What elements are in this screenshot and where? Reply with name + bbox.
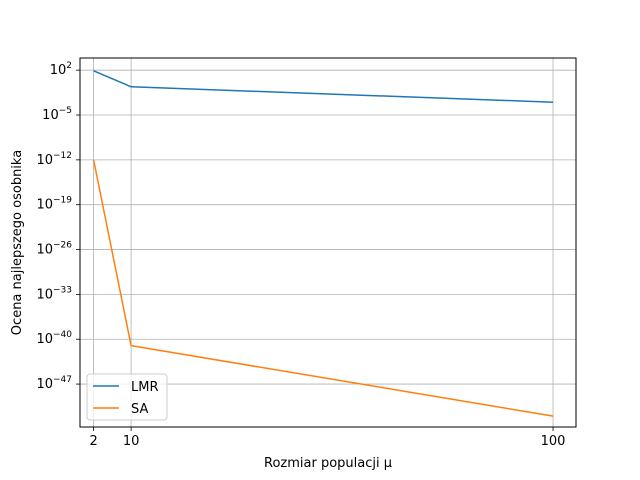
y-axis-ticks: 102 10−5 10−12 10−19 10−26 10−33 10−40 10−47	[36, 61, 80, 392]
x-axis-ticks: 2 10 100	[89, 427, 565, 449]
y-tick-label: 102	[50, 61, 72, 78]
series-layer	[92, 70, 554, 417]
plot-frame	[79, 57, 577, 428]
grid-lines	[80, 58, 576, 427]
y-tick-label: 10−47	[36, 375, 72, 392]
y-tick-label: 10−40	[36, 330, 72, 347]
x-axis-label: Rozmiar populacji μ	[264, 456, 392, 471]
x-tick-label: 10	[123, 434, 140, 449]
legend-label-sa: SA	[131, 402, 148, 417]
y-tick-label: 10−5	[42, 106, 72, 123]
y-tick-label: 10−12	[36, 151, 72, 168]
y-tick-label: 10−26	[36, 241, 72, 258]
y-axis-label: Ocena najlepszego osobnika	[10, 150, 25, 335]
x-tick-label: 100	[541, 434, 566, 449]
y-tick-label: 10−19	[36, 196, 72, 213]
y-tick-label: 10−33	[36, 285, 72, 302]
series-line-sa	[92, 159, 554, 417]
legend: LMR SA	[86, 373, 168, 421]
series-line-lmr	[93, 70, 554, 103]
x-tick-label: 2	[89, 434, 97, 449]
legend-label-lmr: LMR	[131, 380, 159, 395]
